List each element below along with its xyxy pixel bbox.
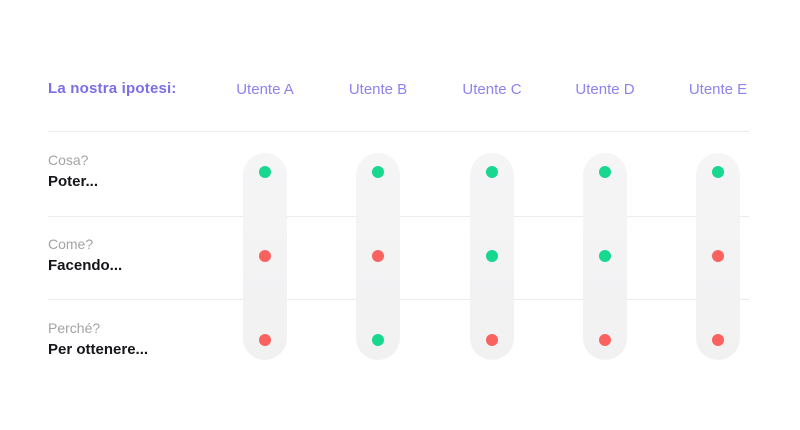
column-header-utente-c: Utente C	[462, 81, 522, 98]
page-title: La nostra ipotesi:	[48, 80, 177, 97]
status-dot	[486, 334, 498, 346]
row-label-come: Come? Facendo...	[48, 236, 122, 275]
status-dot	[372, 166, 384, 178]
column-header-utente-d: Utente D	[575, 81, 635, 98]
status-dot	[259, 334, 271, 346]
column-header-utente-a: Utente A	[236, 81, 294, 98]
status-dot	[259, 250, 271, 262]
status-dot	[712, 250, 724, 262]
row-answer: Facendo...	[48, 257, 123, 274]
row-label-perche: Perché? Per ottenere...	[48, 320, 148, 359]
status-dot	[712, 334, 724, 346]
status-dot	[599, 334, 611, 346]
row-question: Cosa?	[48, 152, 89, 168]
status-dot	[486, 166, 498, 178]
row-question: Come?	[48, 236, 94, 252]
row-answer: Poter...	[48, 173, 99, 190]
status-dot	[599, 166, 611, 178]
status-dot	[259, 166, 271, 178]
column-header-utente-b: Utente B	[348, 81, 408, 98]
status-dot	[372, 334, 384, 346]
status-dot	[599, 250, 611, 262]
status-dot	[372, 250, 384, 262]
row-divider	[48, 131, 749, 132]
row-answer: Per ottenere...	[48, 341, 149, 358]
row-label-cosa: Cosa? Poter...	[48, 152, 98, 191]
status-dot	[486, 250, 498, 262]
row-question: Perché?	[48, 320, 101, 336]
column-header-utente-e: Utente E	[688, 81, 748, 98]
status-dot	[712, 166, 724, 178]
